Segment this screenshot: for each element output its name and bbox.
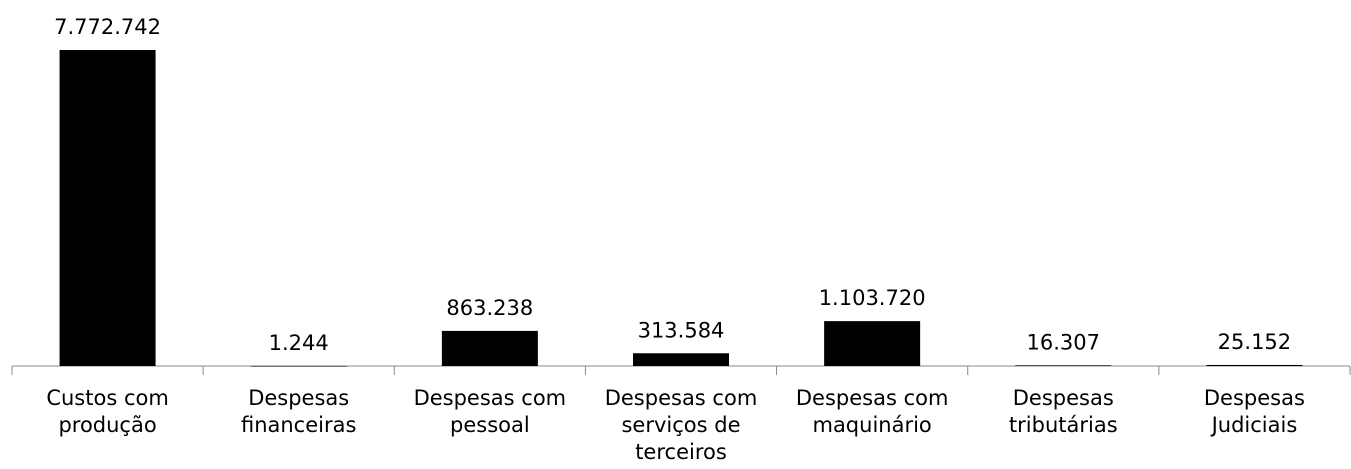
bar [59,50,156,366]
x-tick-label: Despesas com pessoal [414,386,567,437]
bar [441,330,538,366]
data-label: 863.238 [446,296,533,320]
bar [633,353,729,366]
data-label: 7.772.742 [54,15,161,39]
bar [250,365,347,367]
bar [824,321,921,366]
bar [1206,364,1303,366]
data-label: 25.152 [1218,330,1291,354]
x-tick-label: Despesas com maquinário [796,386,949,437]
x-tick-label: Custos com produção [46,386,168,437]
data-label: 16.307 [1027,330,1100,354]
bar [1015,365,1112,366]
x-tick-label: Despesas tributárias [1009,386,1118,437]
x-tick-label: Despesas Judiciais [1204,386,1305,437]
data-label: 313.584 [638,318,725,342]
x-tick-label: Despesas financeiras [241,386,356,437]
data-label: 1.244 [269,331,329,355]
x-tick-label: Despesas com serviços de terceiros [605,386,758,464]
data-label: 1.103.720 [819,286,926,310]
